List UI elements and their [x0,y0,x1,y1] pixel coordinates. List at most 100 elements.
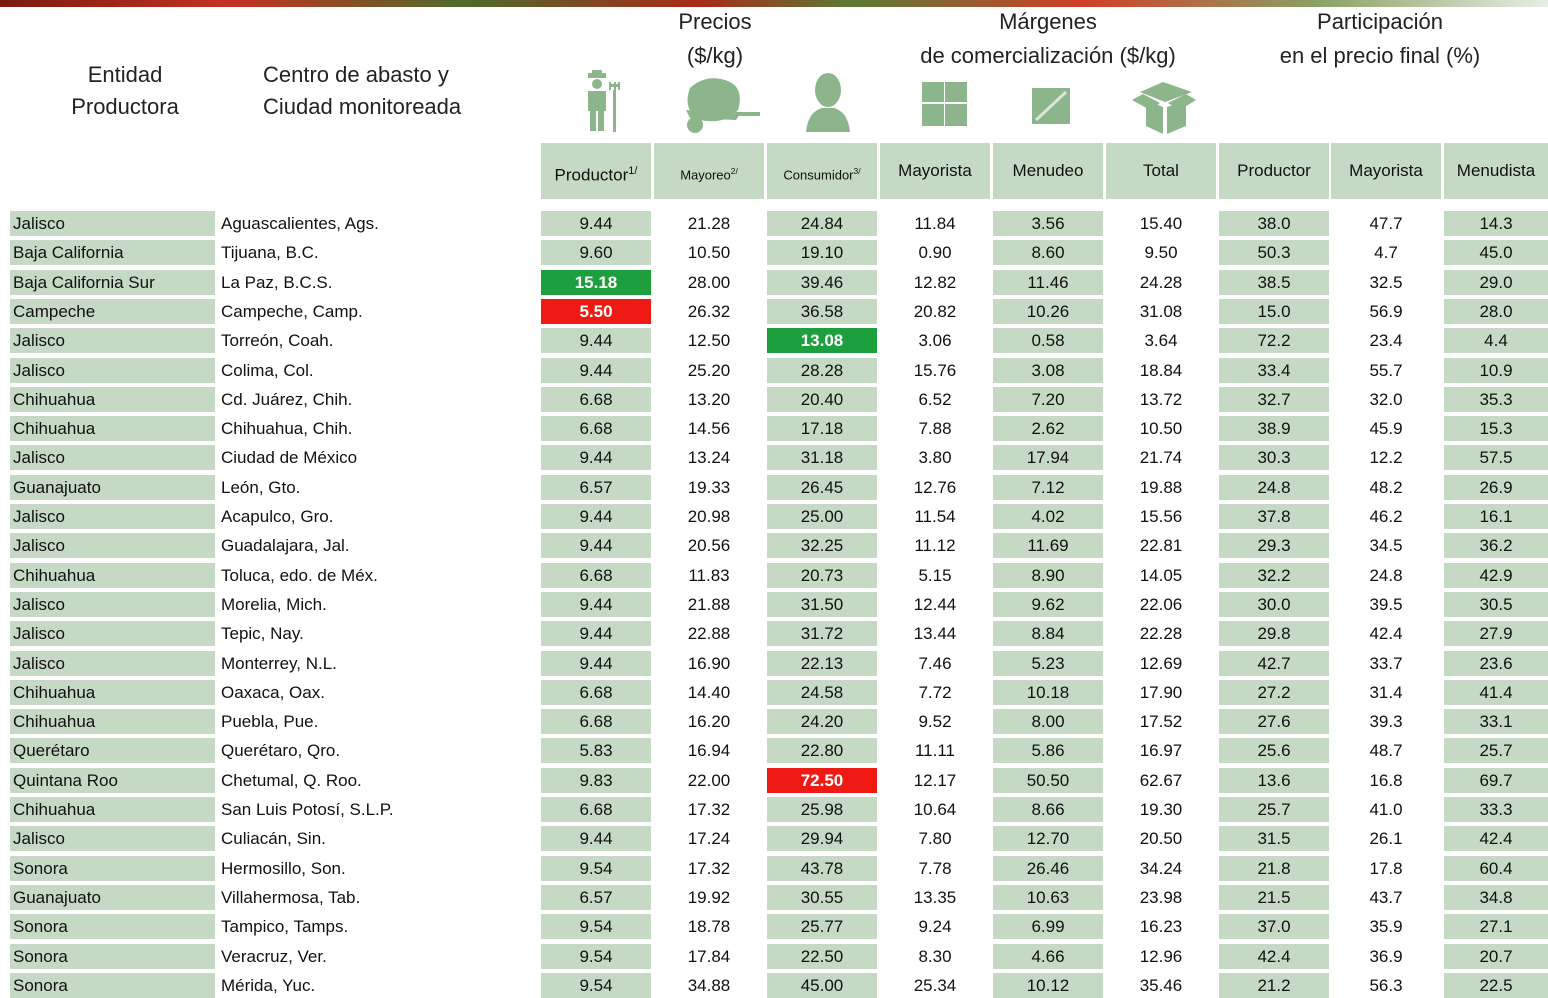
value-cell: 11.12 [880,533,990,558]
value-cell: 30.3 [1219,445,1329,470]
city-cell: Cd. Juárez, Chih. [218,387,498,412]
value-cell: 27.1 [1444,914,1548,939]
value-cell: 5.83 [541,738,651,763]
value-cell: 15.18 [541,270,651,295]
value-cell: 24.84 [767,211,877,236]
value-cell: 17.18 [767,416,877,441]
value-cell: 30.5 [1444,592,1548,617]
value-cell: 11.46 [993,270,1103,295]
value-cell: 32.25 [767,533,877,558]
value-cell: 38.0 [1219,211,1329,236]
value-cell: 6.68 [541,387,651,412]
entity-cell: Jalisco [10,533,215,558]
city-cell: Tepic, Nay. [218,621,498,646]
city-cell: Mérida, Yuc. [218,973,498,998]
value-cell: 6.68 [541,797,651,822]
value-cell: 18.78 [654,914,764,939]
value-cell: 22.00 [654,768,764,793]
value-cell: 14.3 [1444,211,1548,236]
value-cell: 16.97 [1106,738,1216,763]
value-cell: 24.58 [767,680,877,705]
column-header: Mayorista [880,143,990,199]
value-cell: 25.7 [1219,797,1329,822]
city-cell: Hermosillo, Son. [218,856,498,881]
value-cell: 3.06 [880,328,990,353]
value-cell: 16.8 [1331,768,1441,793]
entity-cell: Jalisco [10,621,215,646]
value-cell: 43.7 [1331,885,1441,910]
value-cell: 9.44 [541,504,651,529]
value-cell: 0.90 [880,240,990,265]
value-cell: 25.20 [654,358,764,383]
column-header: Mayoreo2/ [654,143,764,199]
value-cell: 42.7 [1219,651,1329,676]
footnote-mark: 3/ [854,166,861,176]
city-cell: Morelia, Mich. [218,592,498,617]
header-line: ($/kg) [615,43,815,69]
value-cell: 37.0 [1219,914,1329,939]
value-cell: 9.24 [880,914,990,939]
column-header: Menudeo [993,143,1103,199]
value-cell: 6.68 [541,680,651,705]
value-cell: 11.83 [654,563,764,588]
value-cell: 7.88 [880,416,990,441]
column-header-text: Productor [1237,161,1311,180]
value-cell: 18.84 [1106,358,1216,383]
value-cell: 9.60 [541,240,651,265]
value-cell: 14.40 [654,680,764,705]
value-cell: 7.20 [993,387,1103,412]
value-cell: 32.2 [1219,563,1329,588]
value-cell: 21.5 [1219,885,1329,910]
column-header-text: Total [1143,161,1179,180]
value-cell: 39.5 [1331,592,1441,617]
value-cell: 33.4 [1219,358,1329,383]
value-cell: 56.3 [1331,973,1441,998]
value-cell: 16.90 [654,651,764,676]
city-cell: San Luis Potosí, S.L.P. [218,797,498,822]
column-header: Productor [1219,143,1329,199]
value-cell: 15.40 [1106,211,1216,236]
value-cell: 3.56 [993,211,1103,236]
value-cell: 7.78 [880,856,990,881]
value-cell: 27.9 [1444,621,1548,646]
value-cell: 7.12 [993,475,1103,500]
value-cell: 25.7 [1444,738,1548,763]
entity-cell: Quintana Roo [10,768,215,793]
value-cell: 13.24 [654,445,764,470]
entity-cell: Jalisco [10,826,215,851]
value-cell: 50.3 [1219,240,1329,265]
box-icon [1132,82,1196,134]
consumer-icon [806,73,850,132]
city-cell: Campeche, Camp. [218,299,498,324]
value-cell: 60.4 [1444,856,1548,881]
value-cell: 38.5 [1219,270,1329,295]
value-cell: 6.57 [541,475,651,500]
entity-cell: Jalisco [10,211,215,236]
value-cell: 3.08 [993,358,1103,383]
value-cell: 5.23 [993,651,1103,676]
value-cell: 27.6 [1219,709,1329,734]
value-cell: 20.73 [767,563,877,588]
value-cell: 7.80 [880,826,990,851]
city-cell: Tampico, Tamps. [218,914,498,939]
column-header-text: Mayoreo [680,167,731,182]
value-cell: 2.62 [993,416,1103,441]
value-cell: 20.98 [654,504,764,529]
column-header-text: Mayorista [1349,161,1423,180]
entity-cell: Jalisco [10,328,215,353]
entity-cell: Sonora [10,914,215,939]
city-cell: Villahermosa, Tab. [218,885,498,910]
city-cell: Guadalajara, Jal. [218,533,498,558]
value-cell: 9.44 [541,358,651,383]
entity-cell: Chihuahua [10,387,215,412]
city-cell: Aguascalientes, Ags. [218,211,498,236]
value-cell: 11.11 [880,738,990,763]
value-cell: 35.46 [1106,973,1216,998]
value-cell: 9.54 [541,856,651,881]
value-cell: 6.68 [541,563,651,588]
value-cell: 57.5 [1444,445,1548,470]
value-cell: 9.44 [541,592,651,617]
entity-cell: Querétaro [10,738,215,763]
value-cell: 12.82 [880,270,990,295]
value-cell: 25.6 [1219,738,1329,763]
